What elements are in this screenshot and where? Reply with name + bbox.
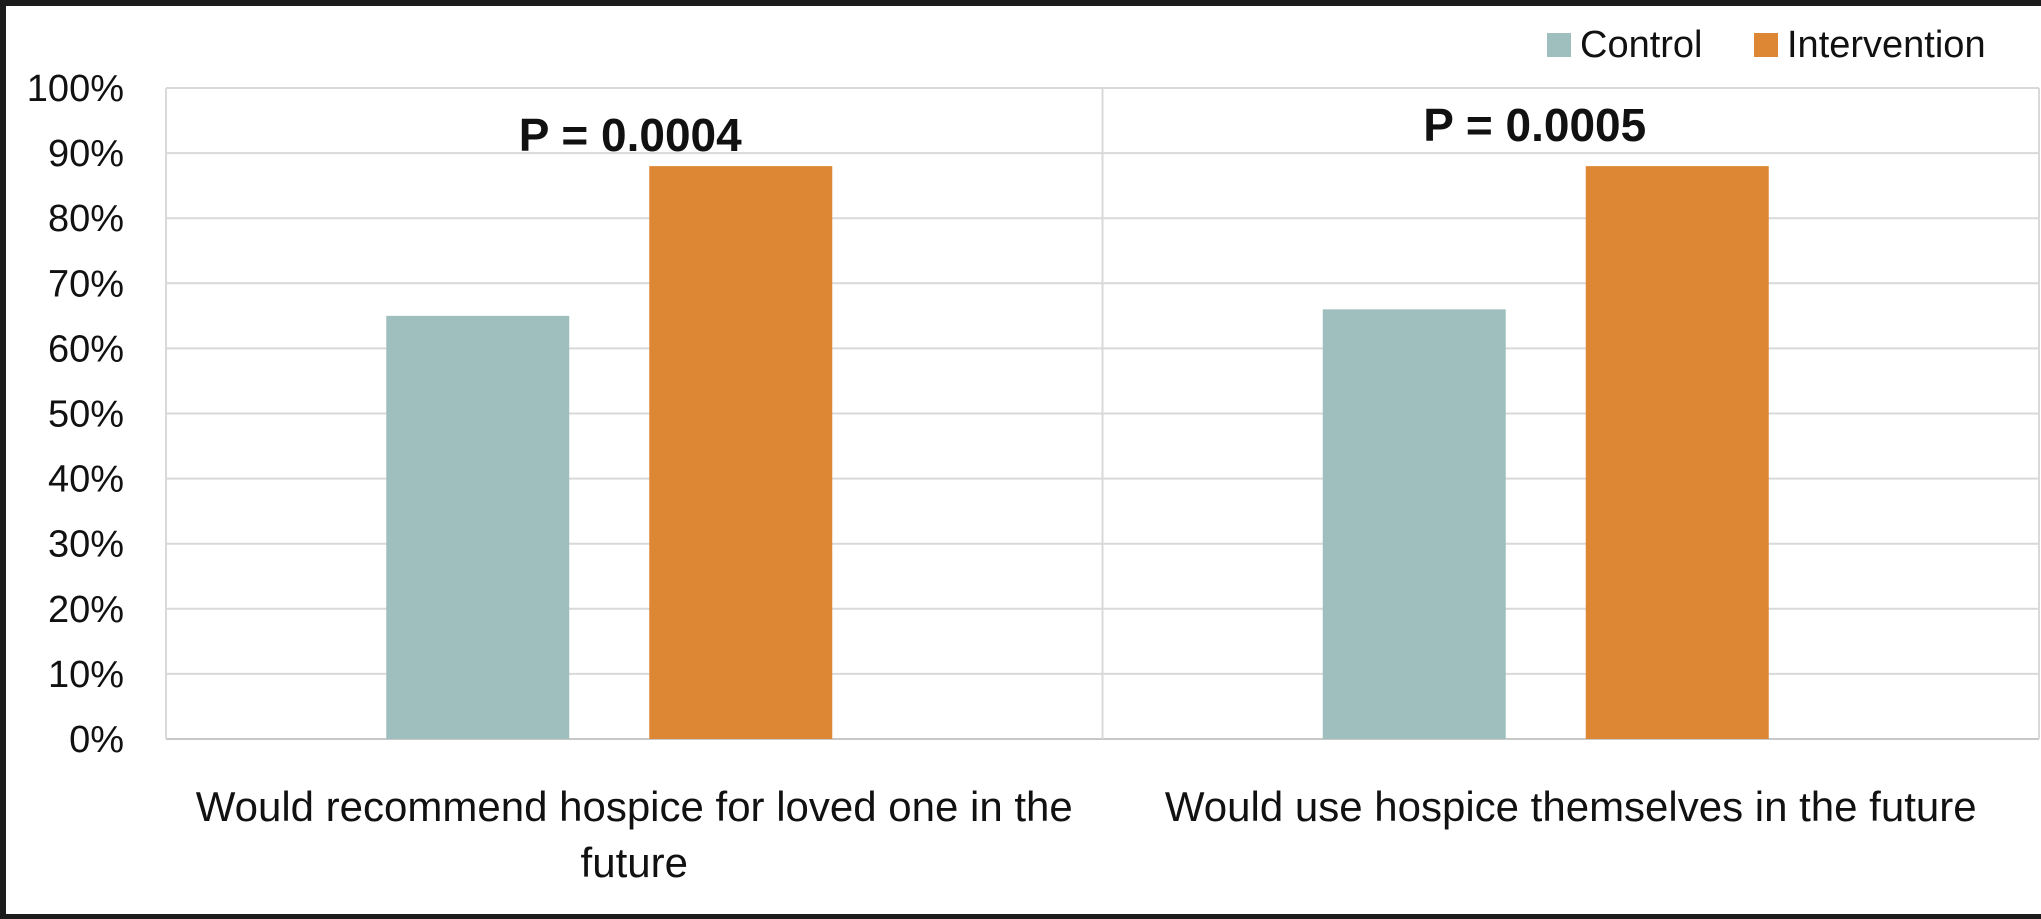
y-tick-label: 40% xyxy=(48,459,124,501)
y-tick-label: 100% xyxy=(27,68,124,110)
y-tick-label: 30% xyxy=(48,524,124,566)
bar-control xyxy=(1322,309,1506,739)
bars xyxy=(386,166,1769,739)
y-tick-label: 10% xyxy=(48,654,124,696)
category-label: future xyxy=(581,839,688,886)
category-label: Would recommend hospice for loved one in… xyxy=(196,783,1073,830)
p-value-annotations: P = 0.0004 P = 0.0005 xyxy=(519,99,1646,161)
y-tick-label: 0% xyxy=(69,719,124,761)
x-axis: Would recommend hospice for loved one in… xyxy=(196,783,1977,886)
legend-swatch-control xyxy=(1547,33,1571,57)
bar-intervention xyxy=(1585,166,1769,739)
y-tick-label: 50% xyxy=(48,394,124,436)
bar-chart: 0% 10% 20% 30% 40% 50% 60% 70% 80% 90% 100% P = 0.… xyxy=(27,24,2040,886)
legend-label-intervention: Intervention xyxy=(1787,24,1986,66)
p-value-label: P = 0.0005 xyxy=(1423,99,1646,151)
category-label: Would use hospice themselves in the futu… xyxy=(1165,783,1977,830)
legend: Control Intervention xyxy=(1547,24,1986,66)
p-value-label: P = 0.0004 xyxy=(519,109,742,161)
y-tick-label: 70% xyxy=(48,263,124,305)
y-tick-label: 20% xyxy=(48,589,124,631)
chart-frame: 0% 10% 20% 30% 40% 50% 60% 70% 80% 90% 100% P = 0.… xyxy=(6,6,2041,914)
bar-control xyxy=(386,315,570,739)
y-tick-label: 80% xyxy=(48,198,124,240)
legend-swatch-intervention xyxy=(1754,33,1778,57)
y-tick-label: 90% xyxy=(48,133,124,175)
y-axis: 0% 10% 20% 30% 40% 50% 60% 70% 80% 90% 100% xyxy=(27,68,124,761)
y-tick-label: 60% xyxy=(48,328,124,370)
legend-label-control: Control xyxy=(1580,24,1703,66)
bar-intervention xyxy=(649,166,833,739)
